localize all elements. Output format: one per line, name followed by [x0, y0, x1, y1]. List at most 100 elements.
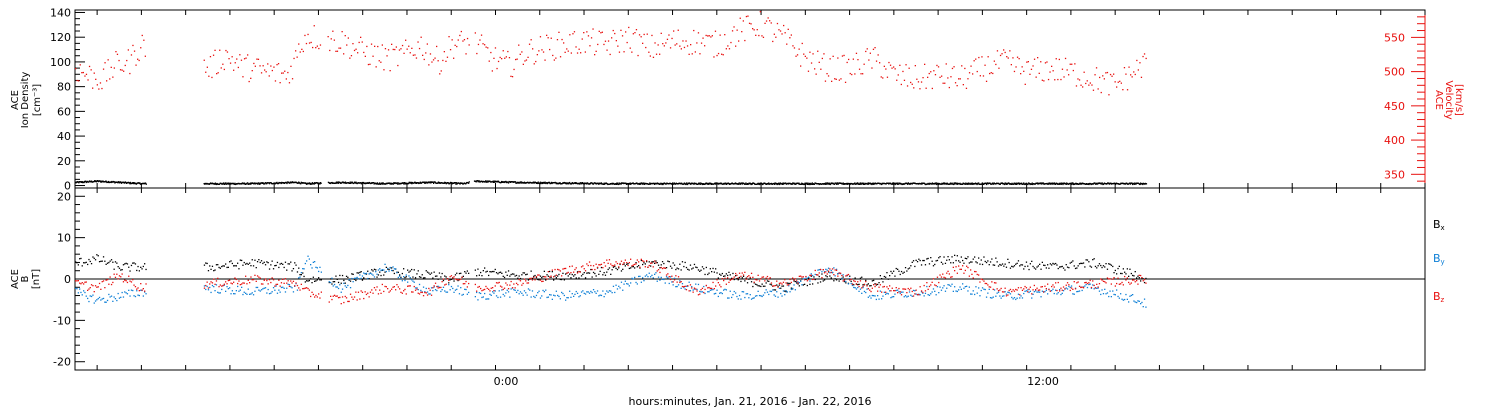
velocity-point	[587, 35, 590, 37]
velocity-point	[366, 45, 368, 48]
bx-point	[1029, 263, 1031, 265]
density-point	[962, 183, 964, 185]
velocity-point	[318, 47, 320, 50]
bx-point	[881, 278, 883, 280]
density-point	[456, 183, 458, 185]
bx-point	[246, 262, 248, 265]
velocity-point	[993, 60, 995, 62]
by-point	[1060, 293, 1062, 296]
bz-point	[1052, 284, 1054, 286]
by-point	[817, 269, 819, 271]
velocity-point	[375, 66, 377, 68]
by-point	[920, 291, 923, 293]
density-point	[1048, 183, 1050, 185]
density-point	[872, 183, 874, 185]
by-point	[971, 293, 973, 295]
density-point	[1140, 182, 1142, 184]
velocity-point	[211, 76, 213, 79]
bz-point	[142, 288, 144, 290]
bx-point	[477, 268, 479, 270]
bz-point	[993, 282, 996, 284]
bx-point	[954, 254, 956, 256]
bz-point	[939, 274, 941, 276]
velocity-point	[742, 20, 744, 22]
velocity-point	[480, 34, 483, 36]
velocity-point	[567, 50, 569, 52]
bx-point	[478, 274, 480, 276]
density-point	[468, 182, 470, 184]
bz-point	[573, 271, 575, 273]
velocity-point	[482, 43, 484, 45]
bx-point	[476, 275, 478, 277]
density-point	[896, 182, 898, 184]
velocity-point	[535, 60, 537, 63]
bx-point	[565, 273, 567, 275]
bz-point	[683, 286, 685, 288]
velocity-point	[968, 72, 971, 74]
bx-point	[570, 277, 572, 279]
bx-point	[345, 275, 348, 277]
by-point	[299, 276, 301, 278]
velocity-point	[408, 45, 410, 47]
velocity-point	[855, 52, 858, 54]
bx-point	[424, 277, 426, 279]
by-point	[938, 292, 940, 294]
by-point	[133, 295, 135, 297]
bz-point	[246, 283, 248, 285]
bx-point	[207, 270, 210, 272]
bx-point	[1145, 277, 1147, 280]
bx-point	[818, 275, 820, 278]
by-point	[831, 271, 834, 274]
velocity-point	[1004, 51, 1006, 54]
velocity-point	[1111, 75, 1113, 77]
density-point	[434, 181, 436, 183]
velocity-point	[406, 48, 408, 50]
velocity-point	[1069, 63, 1071, 65]
density-point	[113, 181, 116, 183]
bz-point	[672, 281, 674, 283]
bz-point	[302, 288, 304, 290]
density-point	[485, 181, 487, 183]
bx-point	[603, 272, 605, 274]
density-point	[1142, 183, 1144, 186]
density-point	[105, 180, 107, 182]
bz-point	[495, 282, 498, 284]
bz-point	[897, 292, 899, 294]
bz-point	[604, 265, 607, 267]
bx-point	[352, 273, 354, 275]
velocity-point	[346, 44, 348, 46]
by-point	[304, 262, 306, 265]
by-point	[387, 267, 389, 270]
bx-point	[928, 263, 931, 265]
bz-point	[699, 293, 701, 295]
velocity-point	[857, 59, 859, 61]
bx-point	[482, 270, 484, 272]
by-point	[312, 261, 314, 263]
bz-point	[883, 285, 885, 288]
density-point	[390, 182, 392, 184]
bx-point	[1106, 268, 1109, 270]
density-point	[641, 182, 643, 185]
density-point	[1131, 182, 1133, 184]
by-point	[403, 276, 405, 278]
by-point	[655, 272, 657, 274]
density-point	[956, 182, 958, 184]
density-point	[227, 182, 229, 184]
bz-point	[363, 297, 365, 300]
bz-point	[727, 277, 729, 279]
by-point	[1057, 292, 1059, 294]
density-point	[702, 183, 704, 185]
velocity-point	[1032, 65, 1034, 67]
by-point	[320, 271, 322, 273]
bx-point	[126, 263, 129, 265]
by-point	[576, 292, 579, 294]
velocity-point	[488, 60, 490, 62]
bz-point	[667, 273, 669, 275]
density-point	[249, 183, 251, 185]
by-point	[1082, 286, 1085, 288]
velocity-point	[552, 54, 554, 57]
density-point	[433, 182, 435, 184]
density-point	[782, 182, 784, 184]
by-point	[351, 277, 353, 280]
density-point	[258, 182, 260, 184]
